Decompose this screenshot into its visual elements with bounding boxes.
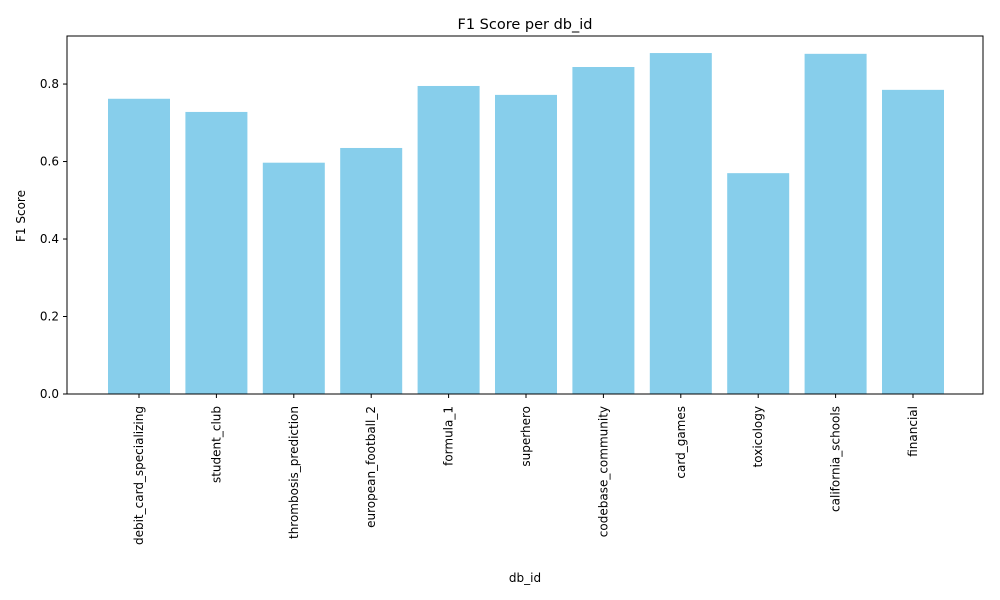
x-tick-label: financial	[906, 406, 920, 457]
x-tick-label: card_games	[674, 406, 688, 479]
bar-european_football_2	[340, 147, 403, 394]
y-tick-label: 0.4	[40, 232, 59, 246]
y-tick-label: 0.6	[40, 155, 59, 169]
y-tick-label: 0.8	[40, 77, 59, 91]
chart-title: F1 Score per db_id	[458, 17, 593, 33]
y-tick-label: 0.0	[40, 387, 59, 401]
bar-toxicology	[727, 173, 790, 394]
x-tick-label: european_football_2	[364, 406, 378, 528]
bar-superhero	[495, 94, 557, 394]
bar-student_club	[185, 111, 248, 394]
y-tick-label: 0.2	[40, 310, 59, 324]
plot-frame	[66, 35, 984, 395]
bar-codebase_community	[572, 67, 635, 394]
x-axis-ticks: debit_card_specializing student_club throm…	[132, 394, 920, 545]
bar-debit_card_specializing	[108, 98, 170, 395]
bar-california_schools	[804, 53, 867, 394]
x-axis-title: db_id	[509, 571, 541, 585]
bar-formula_1	[417, 85, 480, 394]
x-tick-label: debit_card_specializing	[132, 406, 146, 545]
bars-group	[108, 53, 944, 395]
x-tick-label: formula_1	[442, 406, 456, 466]
y-axis-title: F1 Score	[14, 190, 28, 242]
bar-financial	[882, 89, 944, 394]
x-tick-label: toxicology	[751, 406, 765, 467]
x-tick-label: california_schools	[829, 406, 843, 512]
y-axis-ticks: 0.0 0.2 0.4 0.6 0.8	[40, 77, 67, 401]
x-tick-label: student_club	[209, 406, 223, 483]
x-tick-label: codebase_community	[596, 406, 610, 537]
bar-card_games	[649, 53, 712, 395]
x-tick-label: thrombosis_prediction	[287, 406, 301, 539]
x-tick-label: superhero	[519, 406, 533, 467]
bar-thrombosis_prediction	[262, 162, 325, 394]
